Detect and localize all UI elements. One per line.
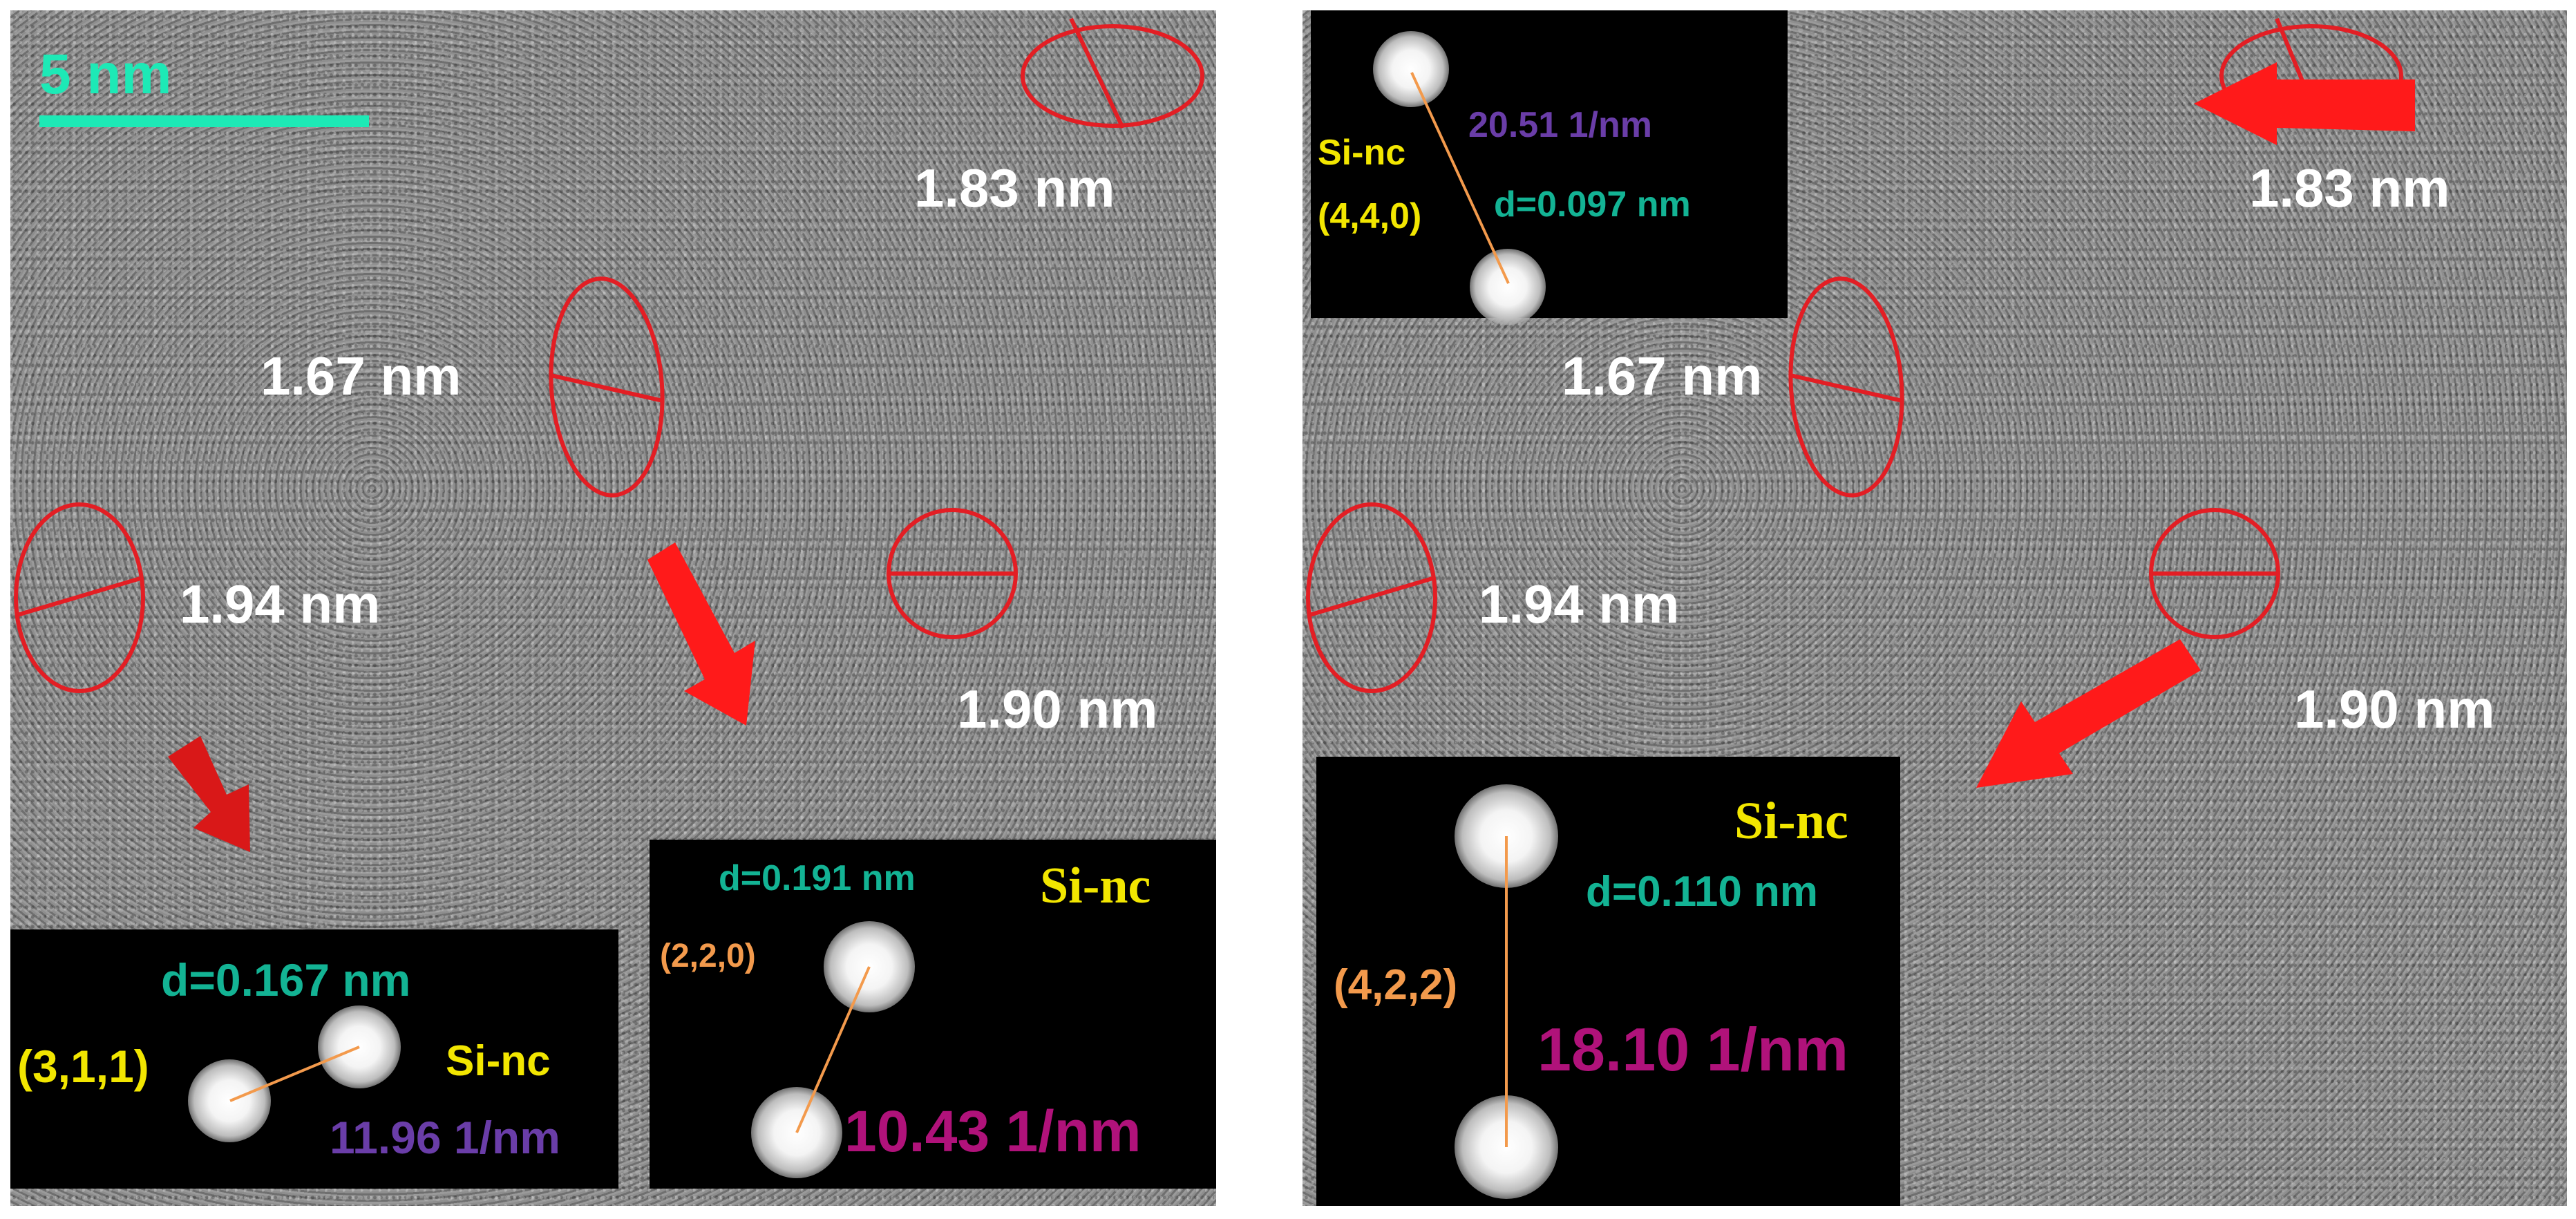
arrow-down-right-2 xyxy=(168,736,250,852)
arrow-left xyxy=(2194,62,2415,145)
phase-label: Si-nc xyxy=(1318,133,1406,173)
nanocrystal-ellipse-3 xyxy=(1306,502,1437,693)
size-label-2: 1.67 nm xyxy=(261,346,462,406)
diffraction-spot xyxy=(1470,249,1546,325)
diffraction-inset-3: 20.51 1/nm Si-nc d=0.097 nm (4,4,0) xyxy=(1311,10,1788,325)
diffraction-spot xyxy=(1373,31,1449,107)
scale-bar xyxy=(39,115,369,127)
tem-image-left: 5 nm 1.83 nm 1.67 nm 1.94 nm 1.90 nm d=0… xyxy=(10,10,1216,1206)
diffraction-spot xyxy=(188,1059,271,1142)
arrow-down-left xyxy=(1976,639,2201,788)
frequency-label: 20.51 1/nm xyxy=(1468,105,1652,145)
tem-image-right: 1.83 nm 1.67 nm 1.94 nm 1.90 nm 20.51 1/… xyxy=(1303,10,2567,1206)
phase-label: Si-nc xyxy=(1040,858,1151,914)
d-spacing-label: d=0.110 nm xyxy=(1586,868,1819,916)
plane-label: (2,2,0) xyxy=(660,938,756,974)
size-label-3: 1.94 nm xyxy=(1479,574,1680,634)
nanocrystal-ellipse-2 xyxy=(1788,276,1904,498)
diffraction-inset-1: d=0.167 nm (3,1,1) Si-nc 11.96 1/nm xyxy=(10,929,618,1189)
arrow-down-right-1 xyxy=(647,542,755,726)
size-label-1: 1.83 nm xyxy=(914,158,1115,218)
annotation-overlay-left xyxy=(14,17,1204,852)
size-label-4: 1.90 nm xyxy=(957,679,1158,739)
phase-label: Si-nc xyxy=(446,1037,551,1085)
plane-label: (4,2,2) xyxy=(1334,961,1458,1009)
size-label-1: 1.83 nm xyxy=(2249,158,2450,218)
nanocrystal-ellipse-1 xyxy=(1021,24,1204,128)
diffraction-inset-4: Si-nc d=0.110 nm (4,2,2) 18.10 1/nm xyxy=(1316,757,1900,1206)
frequency-label: 10.43 1/nm xyxy=(844,1099,1142,1164)
size-label-2: 1.67 nm xyxy=(1562,346,1763,406)
phase-label: Si-nc xyxy=(1734,792,1848,850)
d-spacing-label: d=0.191 nm xyxy=(719,858,916,898)
frequency-label: 18.10 1/nm xyxy=(1537,1015,1849,1084)
d-spacing-label: d=0.167 nm xyxy=(161,954,411,1005)
nanocrystal-ellipse-3 xyxy=(14,502,145,693)
annotation-overlay-right xyxy=(1306,17,2415,788)
size-label-3: 1.94 nm xyxy=(180,574,381,634)
d-spacing-label: d=0.097 nm xyxy=(1494,185,1691,225)
plane-label: (4,4,0) xyxy=(1318,196,1422,236)
diffraction-inset-2: d=0.191 nm Si-nc (2,2,0) 10.43 1/nm xyxy=(650,840,1216,1189)
size-label-4: 1.90 nm xyxy=(2294,679,2495,739)
nanocrystal-ellipse-2 xyxy=(549,276,665,498)
frequency-label: 11.96 1/nm xyxy=(330,1112,560,1163)
plane-label: (3,1,1) xyxy=(17,1041,149,1092)
scale-bar-label: 5 nm xyxy=(39,43,172,106)
